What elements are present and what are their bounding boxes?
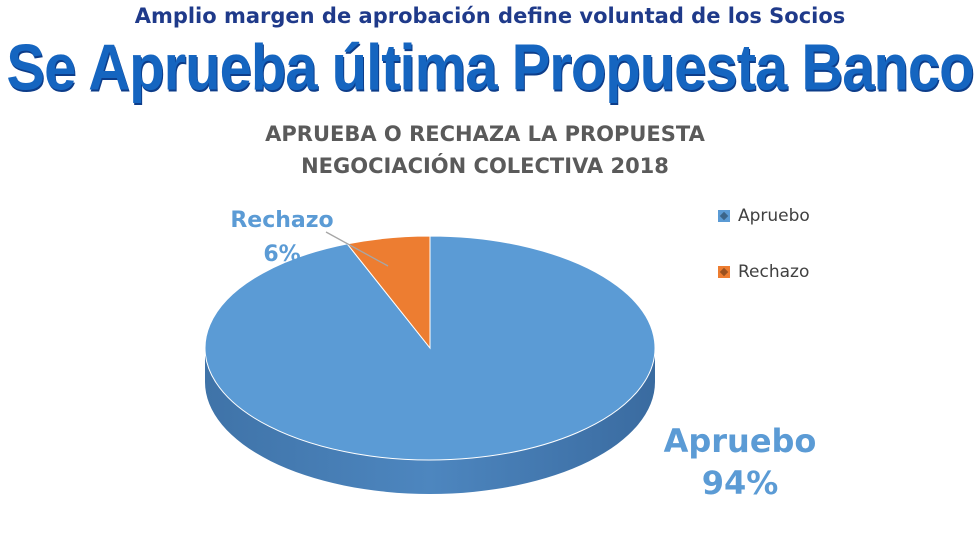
- pie-side-band: [205, 348, 655, 494]
- chart-title-line-2: NEGOCIACIÓN COLECTIVA 2018: [301, 154, 669, 178]
- legend-swatch-apruebo: [718, 210, 730, 222]
- chart-title-line-1: APRUEBA O RECHAZA LA PROPUESTA: [265, 122, 705, 146]
- data-label-rechazo: Rechazo 6%: [222, 204, 342, 272]
- legend-label-rechazo: Rechazo: [738, 262, 810, 282]
- data-label-apruebo-value: 94%: [701, 464, 779, 502]
- legend-item-rechazo: Rechazo: [718, 244, 810, 300]
- data-label-rechazo-value: 6%: [263, 242, 301, 267]
- legend-label-apruebo: Apruebo: [738, 206, 810, 226]
- data-label-rechazo-name: Rechazo: [230, 208, 334, 233]
- legend-swatch-rechazo: [718, 266, 730, 278]
- main-headline: Se Aprueba última Propuesta Banco: [6, 31, 974, 104]
- chart-legend: Apruebo Rechazo: [718, 188, 810, 300]
- pie-side: [205, 348, 655, 494]
- chart-title: APRUEBA O RECHAZA LA PROPUESTA NEGOCIACI…: [200, 118, 770, 182]
- rechazo-leader-line: [325, 231, 389, 267]
- data-label-apruebo-name: Apruebo: [663, 422, 817, 460]
- data-label-apruebo: Apruebo 94%: [660, 420, 820, 504]
- legend-item-apruebo: Apruebo: [718, 188, 810, 244]
- pie-top: [204, 235, 656, 461]
- subtitle-headline: Amplio margen de aprobación define volun…: [134, 4, 846, 28]
